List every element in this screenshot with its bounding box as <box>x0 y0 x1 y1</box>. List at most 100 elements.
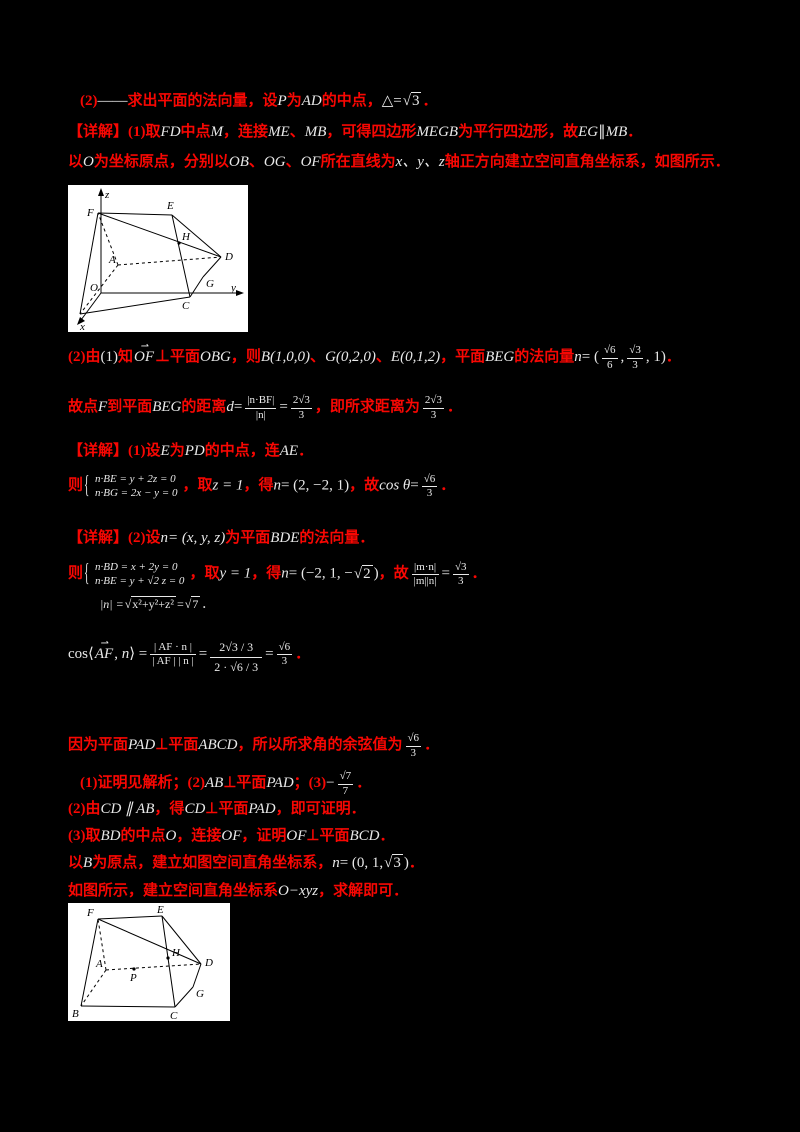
text-segment: M <box>210 124 224 140</box>
text-segment: ，得 <box>243 477 274 494</box>
text-segment: n <box>574 349 582 366</box>
text-segment: (2) <box>68 801 86 817</box>
text-segment: ． <box>295 645 311 662</box>
text-segment: 、 <box>375 349 391 366</box>
d1-axes <box>80 194 238 321</box>
text-segment: O <box>165 828 177 844</box>
text-segment: PAD <box>128 737 156 754</box>
frac-segment: 2√3 3 <box>422 394 444 421</box>
d1-axis-label-y: y <box>230 282 236 294</box>
text-segment: MB <box>304 124 327 140</box>
text-line: (2)由CD ∥ AB，得CD⊥平面PAD，即可证明． <box>68 800 366 819</box>
text-segment: 则 <box>68 565 84 582</box>
text-segment: = ( <box>581 349 599 366</box>
d2-point-label-e: E <box>156 904 164 916</box>
text-segment: (3) <box>68 828 86 844</box>
text-segment: 证明见解析； <box>97 775 188 792</box>
diagram-1: z y x F E H D A O G C <box>68 185 248 333</box>
text-segment: ． <box>665 349 681 366</box>
text-segment: (1) <box>100 349 119 366</box>
text-segment: ，连接 <box>223 124 269 140</box>
frac-segment: √6 3 <box>421 472 438 500</box>
text-segment: (1) <box>80 775 98 792</box>
text-segment: EG <box>578 124 599 140</box>
text-segment: ∥ <box>598 124 606 140</box>
text-segment: OF <box>300 154 321 170</box>
text-line: cos⟨AF, n⟩ =| AF · n || AF | | n |=2√3 /… <box>68 638 310 677</box>
frac-segment: √6 3 <box>276 640 293 668</box>
text-segment: ，所以所求角的余弦值为 <box>237 737 403 754</box>
d2-point-label-b: B <box>72 1008 79 1020</box>
text-segment: AD <box>301 93 322 109</box>
text-segment: ． <box>350 801 366 817</box>
text-segment: n <box>121 645 130 662</box>
text-segment: ，取 <box>189 565 220 582</box>
text-segment: 以 <box>68 855 84 871</box>
text-segment: d <box>226 399 234 416</box>
frac-segment: √3 3 <box>452 560 469 588</box>
frac-segment: 2√3 3 <box>290 394 312 421</box>
text-segment: ，得 <box>154 801 185 817</box>
text-segment: 的法向量 <box>514 349 575 366</box>
text-segment: PAD <box>266 775 294 792</box>
text-segment: 如图所示，建立空间直角坐标系 <box>68 883 279 899</box>
text-segment: = (x, y, z) <box>168 530 226 546</box>
text-segment: (2) <box>80 93 98 109</box>
text-segment: O <box>83 154 94 170</box>
text-segment: CD ∥ AB <box>100 801 155 817</box>
frac-segment: |n·BF| |n| <box>245 394 277 421</box>
text-segment: ． <box>201 597 214 611</box>
text-segment: 的中点， <box>321 93 382 109</box>
text-segment: MEGB <box>416 124 459 140</box>
text-segment: ⊥平面 <box>223 775 267 792</box>
d1-point-h-dot <box>177 241 181 245</box>
text-segment: x、y、z <box>395 154 445 170</box>
text-segment: ； <box>293 775 309 792</box>
d2-point-label-p: P <box>129 972 137 984</box>
x-axis-arrow-icon <box>77 317 85 325</box>
d2-hidden-edges <box>80 918 202 1007</box>
text-segment: BDE <box>270 530 300 546</box>
sqrt-segment: √2 <box>353 564 373 582</box>
text-line: 则n·BE = y + 2z = 0n·BG = 2x − y = 0 ，取z =… <box>68 472 455 501</box>
text-segment: (1) <box>128 443 146 459</box>
text-line: 【详解】(1)设E为PD的中点，连AE． <box>68 442 313 461</box>
d2-point-label-a: A <box>95 958 103 970</box>
text-segment: = <box>393 93 402 109</box>
sys-segment: n·BE = y + 2z = 0n·BG = 2x − y = 0 <box>86 472 177 501</box>
text-segment: 为平行四边形，故 <box>458 124 579 140</box>
d2-point-h-dot <box>166 956 170 960</box>
d2-point-p-dot <box>132 967 136 971</box>
frac-segment: √6 3 <box>405 732 422 759</box>
sqrt-segment: √3 <box>402 92 422 109</box>
text-segment: AE <box>279 443 299 459</box>
text-segment: ) <box>373 565 379 582</box>
text-segment: 为 <box>286 93 302 109</box>
d1-point-label-g: G <box>206 278 214 290</box>
text-segment: CD <box>184 801 206 817</box>
diagram-2: F E H A P D G B C <box>68 903 230 1022</box>
d2-point-label-c: C <box>170 1010 178 1021</box>
vec-segment: AF <box>95 645 113 664</box>
text-segment: 的法向量． <box>299 530 375 546</box>
text-line: 故点F到平面BEG的距离d= |n·BF| |n| = 2√3 3 ，即所求距离为 2√3 3 ． <box>68 394 462 423</box>
text-segment: 为坐标原点，分别以 <box>93 154 229 170</box>
d1-axis-label-x: x <box>79 321 85 332</box>
text-segment: , <box>114 645 122 662</box>
text-segment: 故点 <box>68 399 99 416</box>
text-segment: 的中点 <box>120 828 166 844</box>
text-segment: ，故 <box>349 477 380 494</box>
text-segment: 的距离 <box>181 399 227 416</box>
text-segment: 【详解】 <box>68 530 129 546</box>
d1-point-label-e: E <box>166 200 174 212</box>
solid-figure-2: F E H A P D G B C <box>72 904 213 1022</box>
sqrt-segment: √x²+y²+z² <box>124 596 176 611</box>
text-segment: ⊥平面 <box>155 349 201 366</box>
text-segment: ，可得四边形 <box>326 124 417 140</box>
text-segment: 设 <box>145 443 161 459</box>
frac-segment: √7 7 <box>337 770 354 797</box>
text-segment: O−xyz <box>278 883 319 899</box>
sqrt-segment: √3 <box>384 854 403 871</box>
text-segment: 由 <box>85 801 101 817</box>
